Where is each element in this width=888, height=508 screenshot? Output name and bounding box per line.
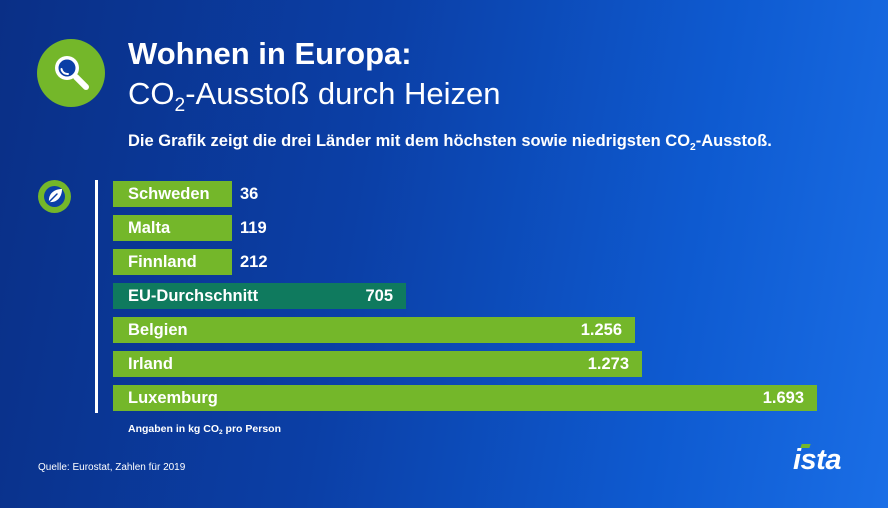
page-subtitle: CO2-Ausstoß durch Heizen bbox=[128, 76, 501, 117]
bar-label: Schweden bbox=[128, 185, 210, 203]
leaf-badge bbox=[38, 180, 71, 213]
bar-value-label: 1.273 bbox=[587, 355, 629, 373]
ista-logo: ista bbox=[793, 444, 841, 476]
bar-schweden bbox=[113, 181, 232, 207]
bar-eu-durchschnitt bbox=[113, 283, 406, 309]
axis-line bbox=[95, 180, 98, 413]
bar-malta bbox=[113, 215, 232, 241]
title-subscript: 2 bbox=[174, 95, 186, 117]
bar-value-label: 1.693 bbox=[762, 389, 804, 407]
bar-label: Finnland bbox=[128, 253, 197, 271]
bar-label: Irland bbox=[128, 355, 173, 373]
magnifier-icon bbox=[55, 56, 89, 90]
description-end: -Ausstoß. bbox=[695, 132, 772, 150]
source-note: Quelle: Eurostat, Zahlen für 2019 bbox=[38, 462, 186, 473]
unit-note: Angaben in kg CO2 pro Person bbox=[128, 422, 281, 438]
bar-irland bbox=[113, 351, 642, 377]
bar-luxemburg bbox=[113, 385, 817, 411]
bar-label: Luxemburg bbox=[128, 389, 218, 407]
title-rest-text: -Ausstoß durch Heizen bbox=[185, 76, 501, 111]
description-subscript: 2 bbox=[690, 141, 696, 153]
chart-description: Die Grafik zeigt die drei Länder mit dem… bbox=[128, 130, 772, 155]
bar-value-label: 119 bbox=[240, 219, 267, 237]
unit-note-end: pro Person bbox=[222, 423, 281, 435]
unit-note-text: Angaben in kg CO bbox=[128, 423, 220, 435]
bar-label: Belgien bbox=[128, 321, 188, 339]
description-text: Die Grafik zeigt die drei Länder mit dem… bbox=[128, 132, 691, 150]
bar-belgien bbox=[113, 317, 635, 343]
bar-value-label: 36 bbox=[240, 185, 259, 203]
bar-finnland bbox=[113, 249, 232, 275]
page-title: Wohnen in Europa: bbox=[128, 36, 412, 71]
title-co-text: CO bbox=[128, 76, 175, 111]
bar-value-label: 705 bbox=[365, 287, 393, 305]
leaf-icon bbox=[44, 186, 65, 207]
logo-accent bbox=[800, 444, 811, 448]
bar-label: EU-Durchschnitt bbox=[128, 287, 259, 305]
bar-value-label: 1.256 bbox=[580, 321, 622, 339]
unit-note-subscript: 2 bbox=[219, 429, 223, 437]
search-badge bbox=[37, 39, 105, 107]
bar-value-label: 212 bbox=[240, 253, 268, 271]
bar-label: Malta bbox=[128, 219, 171, 237]
